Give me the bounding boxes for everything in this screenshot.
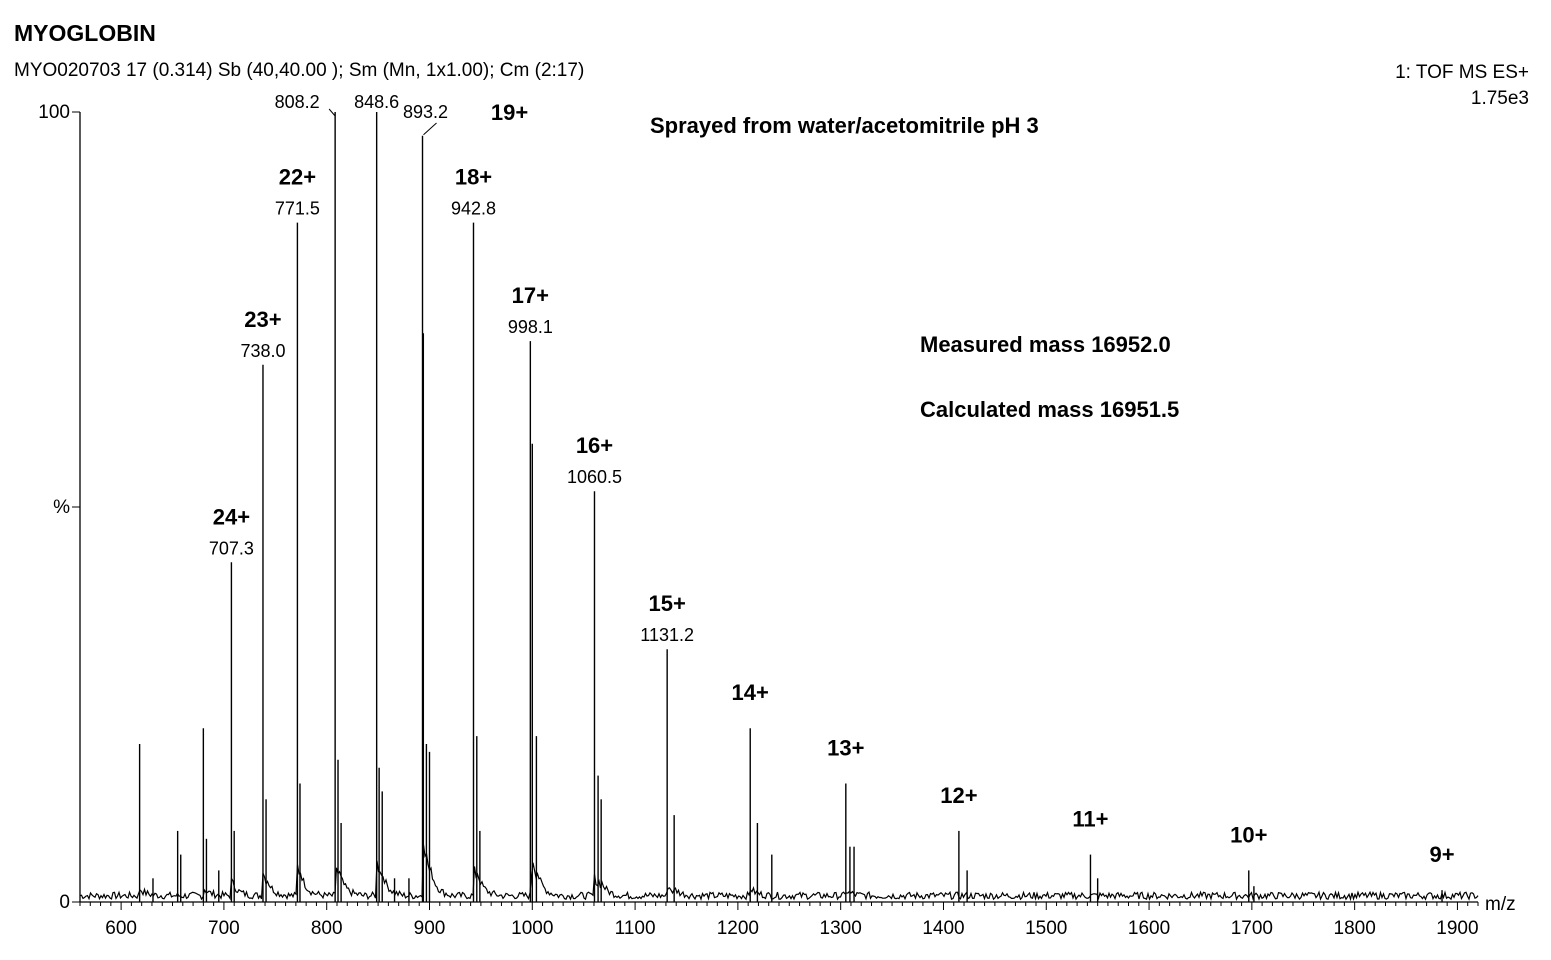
charge-state-label: 18+: [455, 165, 492, 190]
axes: [79, 112, 1478, 903]
x-tick-label: 1500: [1025, 918, 1067, 939]
axis-ticks: 600 700 800 900 1000 1100 1200 1300 1400 1500 1600…: [38, 102, 1478, 939]
peak-mz-label: 848.6: [354, 92, 399, 112]
peak-mz-label: 738.0: [240, 341, 285, 361]
charge-state-label: 14+: [732, 680, 769, 705]
measured-mass-annotation: Measured mass 16952.0: [920, 332, 1171, 357]
charge-state-label: 17+: [512, 283, 549, 308]
x-tick-label: 1000: [511, 918, 553, 939]
x-tick-label: 1200: [717, 918, 759, 939]
charge-state-label: 12+: [940, 783, 977, 808]
charge-state-label: 23+: [244, 307, 281, 332]
x-tick-label: 1700: [1231, 918, 1273, 939]
instrument-mode: 1: TOF MS ES+: [1395, 62, 1529, 83]
x-axis-label: m/z: [1485, 894, 1516, 915]
charge-state-label: 24+: [213, 504, 250, 529]
peak-labels: 707.3 24+ 738.0 23+ 771.5 22+ 808.2 848.6 893.2 1…: [209, 92, 1455, 867]
y-tick-label: 0: [59, 892, 70, 913]
acquisition-info: MYO020703 17 (0.314) Sb (40,40.00 ); Sm …: [14, 60, 585, 81]
x-tick-label: 700: [208, 918, 240, 939]
label-leader: [328, 108, 336, 117]
chart-title: MYOGLOBIN: [14, 20, 156, 46]
x-tick-label: 1600: [1128, 918, 1170, 939]
charge-state-label: 11+: [1072, 807, 1108, 832]
peak-mz-label: 771.5: [275, 199, 320, 219]
x-tick-label: 1100: [615, 918, 656, 939]
y-tick-label: %: [53, 497, 70, 518]
x-tick-label: 900: [414, 918, 446, 939]
charge-state-label: 15+: [648, 591, 685, 616]
intensity-scale: 1.75e3: [1470, 88, 1529, 109]
calculated-mass-annotation: Calculated mass 16951.5: [920, 397, 1179, 422]
charge-state-label: 13+: [827, 736, 864, 761]
x-tick-label: 1800: [1334, 918, 1376, 939]
peak-mz-label: 1060.5: [567, 467, 622, 487]
charge-state-label: 16+: [576, 433, 613, 458]
charge-state-label: 19+: [491, 100, 528, 125]
peak-mz-label: 1131.2: [640, 625, 694, 645]
y-tick-label: 100: [38, 102, 70, 123]
peak-mz-label: 893.2: [403, 102, 448, 122]
x-tick-label: 1400: [922, 918, 964, 939]
x-tick-label: 1900: [1436, 918, 1478, 939]
x-tick-label: 800: [311, 918, 343, 939]
peak-mz-label: 808.2: [275, 92, 320, 112]
charge-state-label: 22+: [279, 165, 316, 190]
instrument-info: 1: TOF MS ES+ 1.75e3: [1395, 60, 1529, 112]
peak-mz-label: 998.1: [508, 317, 553, 337]
charge-state-label: 10+: [1230, 822, 1267, 847]
peak-mz-label: 707.3: [209, 538, 254, 558]
spray-annotation: Sprayed from water/acetomitrile pH 3: [650, 113, 1039, 138]
peak-mz-label: 942.8: [451, 199, 496, 219]
charge-state-label: 9+: [1429, 842, 1454, 867]
x-tick-label: 1300: [820, 918, 862, 939]
x-tick-label: 600: [105, 918, 137, 939]
label-leader: [423, 122, 437, 136]
baseline-noise: [79, 844, 1479, 902]
spectrum-trace: [79, 112, 1479, 902]
